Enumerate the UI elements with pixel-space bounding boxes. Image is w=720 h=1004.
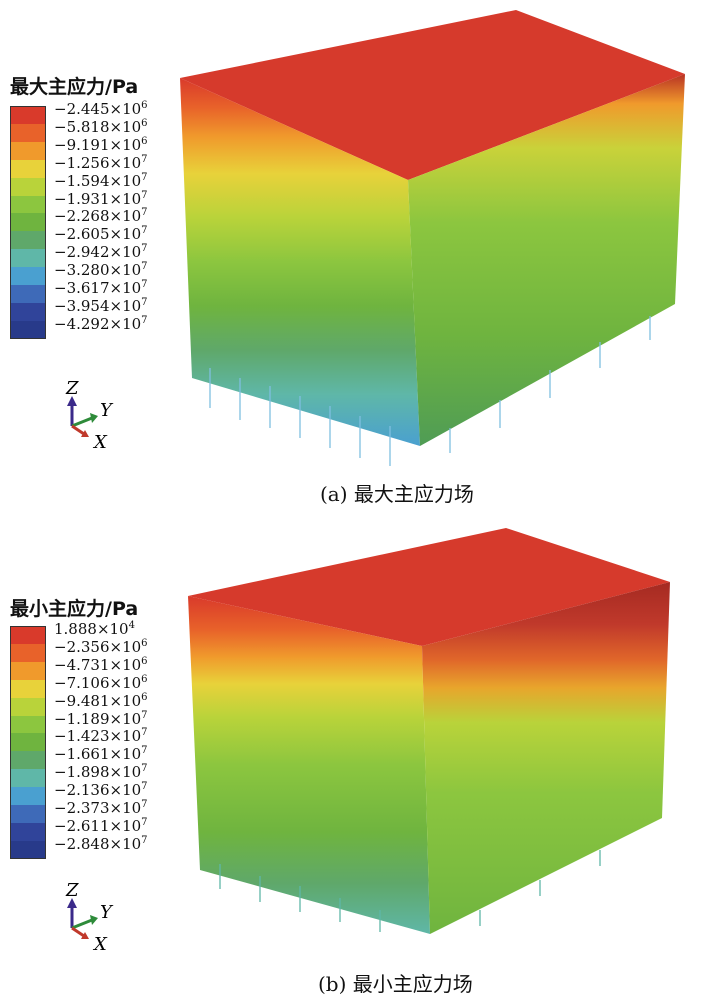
legend-tick-label: −3.617×107 <box>54 279 148 297</box>
legend-swatch <box>10 643 46 662</box>
legend-swatch <box>10 769 46 788</box>
legend-swatch <box>10 697 46 716</box>
model-top-face <box>188 528 670 646</box>
legend-tick-label: −4.292×107 <box>54 314 148 333</box>
legend-tick-label: −5.818×106 <box>54 117 148 136</box>
legend-swatch <box>10 249 46 268</box>
caption: (b) 最小主应力场 <box>318 972 473 996</box>
legend-swatch <box>10 302 46 321</box>
legend-swatch <box>10 267 46 286</box>
legend-swatch <box>10 177 46 196</box>
legend-swatch <box>10 715 46 734</box>
legend-swatch <box>10 285 46 303</box>
model-front-face <box>180 78 420 446</box>
legend-tick-label: −2.136×107 <box>54 781 148 800</box>
panel-max-principal-stress: 最大主应力/Pa −2.445×106 −5.818×106 −9.191×106−… <box>10 10 685 506</box>
legend-tick-label: −2.445×106 <box>54 100 148 118</box>
legend-swatch <box>10 840 46 859</box>
legend-tick-label: −2.942×107 <box>54 243 148 262</box>
model-front-face <box>188 596 430 934</box>
legend-tick-label: −1.661×107 <box>54 745 148 764</box>
axis-y-label: Y <box>100 902 114 923</box>
legend-title: 最小主应力/Pa <box>10 598 139 620</box>
caption: (a) 最大主应力场 <box>320 482 474 506</box>
legend-title: 最大主应力/Pa <box>10 76 139 98</box>
legend-swatch <box>10 751 46 770</box>
legend-tick-label: −2.268×107 <box>54 207 148 226</box>
axis-x-label: X <box>92 432 108 453</box>
legend-swatch <box>10 123 46 142</box>
legend-tick-label: −1.898×107 <box>54 763 148 782</box>
legend-tick-label: −1.931×107 <box>54 189 148 208</box>
stress-field-model-min <box>188 528 670 934</box>
legend-swatch <box>10 231 46 250</box>
axis-y-label: Y <box>100 400 114 421</box>
legend-swatch <box>10 106 46 124</box>
axis-triad: Z Y X <box>65 378 114 453</box>
legend-swatch <box>10 787 46 806</box>
legend-tick-label: −2.373×107 <box>54 799 148 817</box>
legend-swatch <box>10 159 46 178</box>
legend-tick-label: −2.848×107 <box>54 834 148 853</box>
legend-swatch <box>10 679 46 698</box>
axis-x-label: X <box>92 934 108 955</box>
legend-swatch <box>10 141 46 160</box>
boundary-arrows <box>209 316 651 466</box>
model-side-face <box>422 582 670 934</box>
legend-tick-label: −2.611×107 <box>54 816 148 835</box>
legend-tick-label: −1.189×107 <box>54 709 148 728</box>
legend-tick-label: 1.888×104 <box>54 620 135 638</box>
legend-swatch <box>10 805 46 823</box>
legend-tick-label: −9.191×106 <box>54 135 148 154</box>
legend-tick-label: −7.106×106 <box>54 673 148 692</box>
axis-z-label: Z <box>65 880 79 901</box>
legend-tick-label: −2.356×106 <box>54 637 148 656</box>
legend-swatch <box>10 195 46 214</box>
legend-tick-label: −9.481×106 <box>54 691 148 710</box>
legend-tick-label: −3.954×107 <box>54 296 148 315</box>
legend-swatch <box>10 822 46 841</box>
legend-swatch <box>10 661 46 680</box>
legend-swatch <box>10 320 46 339</box>
legend-tick-label: −3.280×107 <box>54 261 148 280</box>
legend-tick-label: −4.731×106 <box>54 655 148 674</box>
axis-z-label: Z <box>65 378 79 399</box>
legend-tick-label: −1.423×107 <box>54 727 148 746</box>
axis-triad: Z Y X <box>65 880 114 955</box>
legend-swatch <box>10 733 46 752</box>
legend-swatch <box>10 626 46 644</box>
stress-field-model-max <box>180 10 685 466</box>
legend-swatch <box>10 213 46 232</box>
legend-tick-label: −1.594×107 <box>54 171 148 190</box>
boundary-arrows <box>219 850 601 932</box>
legend-tick-label: −1.256×107 <box>54 153 148 172</box>
model-top-face <box>180 10 685 180</box>
legend-tick-label: −2.605×107 <box>54 225 148 244</box>
panel-min-principal-stress: 最小主应力/Pa 1.888×104 −2.356×106 −4.731×106 −7… <box>0 512 720 1004</box>
model-side-face <box>408 74 685 446</box>
